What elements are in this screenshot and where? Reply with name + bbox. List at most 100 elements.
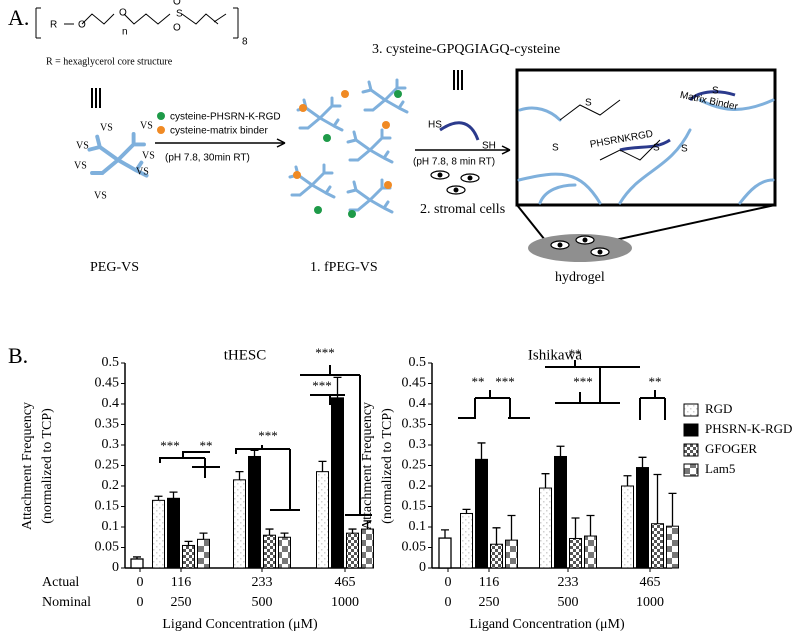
y-axis-label: (normalized to TCP)	[40, 408, 55, 524]
inset-label: S	[552, 143, 559, 154]
significance-bracket	[639, 390, 666, 420]
error-bar	[477, 442, 486, 460]
error-bar	[154, 495, 163, 501]
inset-label: S	[712, 86, 719, 97]
error-bar	[199, 532, 208, 540]
panel-b: tHESC Attachment Frequency (normalized to …	[20, 345, 792, 632]
vs-label: VS	[94, 190, 107, 201]
bar	[666, 525, 679, 569]
bar	[152, 499, 165, 569]
y-tick-label: 0.1	[409, 519, 427, 534]
legend-dot	[157, 112, 165, 120]
y-tick-label: 0.1	[102, 519, 120, 534]
bar	[584, 535, 597, 569]
vs-label: VS	[136, 166, 149, 177]
error-bar	[318, 460, 327, 472]
significance-label: ***	[315, 345, 335, 360]
y-tick-label: 0.3	[102, 437, 120, 452]
vs-label: VS	[74, 160, 87, 171]
bar	[130, 558, 144, 569]
x-tick-label: 465	[640, 575, 661, 590]
error-bar	[250, 449, 259, 457]
condition: (pH 7.8, 30min RT)	[165, 153, 250, 164]
panel-label: A.	[8, 5, 29, 30]
chart-title: Ishikawa	[528, 347, 582, 363]
atom-label: O	[119, 8, 127, 19]
error-bar	[638, 456, 647, 468]
significance-label: **	[569, 346, 582, 361]
atom-label: R	[50, 20, 57, 31]
bar	[490, 543, 503, 569]
x-tick-label: 1000	[636, 595, 664, 610]
bar	[233, 479, 246, 569]
y-tick-label: 0.4	[102, 396, 120, 411]
error-bar	[492, 527, 501, 545]
significance-bracket	[300, 365, 372, 516]
legend-label: GFOGER	[705, 441, 757, 456]
thiol: HS	[428, 120, 442, 131]
step-label: 3. cysteine-GPQGIAGQ-cysteine	[372, 42, 560, 57]
bar	[248, 455, 261, 569]
y-tick-label: 0.5	[409, 355, 427, 370]
error-bar	[571, 517, 580, 539]
step-label: 2. stromal cells	[420, 202, 505, 217]
y-tick-label: 0	[112, 560, 119, 575]
bar	[651, 523, 664, 569]
y-axis-label: (normalized to TCP)	[380, 408, 395, 524]
x-tick-label: 250	[171, 595, 192, 610]
atom-label: S	[176, 9, 183, 20]
x-axis-label: Ligand Concentration (μM)	[162, 617, 318, 632]
error-bar	[586, 514, 595, 537]
x-tick-label: 0	[137, 595, 144, 610]
y-tick-label: 0	[419, 560, 426, 575]
legend-swatch	[683, 403, 699, 417]
bar	[569, 537, 582, 569]
error-bar	[541, 473, 550, 489]
bar	[346, 532, 359, 569]
significance-label: ***	[160, 438, 180, 453]
error-bar	[184, 540, 193, 546]
y-tick-label: 0.25	[402, 458, 427, 473]
error-bar	[441, 529, 449, 539]
y-tick-label: 0.2	[409, 478, 427, 493]
significance-bracket	[545, 360, 640, 404]
y-tick-label: 0.15	[402, 499, 427, 514]
vs-label: VS	[140, 120, 153, 131]
x-tick-label: 233	[558, 575, 579, 590]
y-tick-label: 0.45	[402, 376, 427, 391]
reagent: cysteine-matrix binder	[170, 126, 268, 137]
row-label: Nominal	[42, 595, 91, 610]
vs-label: VS	[100, 122, 113, 133]
significance-label: **	[649, 374, 662, 389]
x-tick-label: 116	[171, 575, 191, 590]
y-tick-label: 0.25	[95, 458, 120, 473]
y-tick-label: 0.35	[402, 417, 427, 432]
x-tick-label: 250	[479, 595, 500, 610]
significance-label: ***	[258, 428, 278, 443]
thiol: SH	[482, 141, 496, 152]
y-axis-label: Attachment Frequency	[20, 402, 35, 530]
y-tick-label: 0.35	[95, 417, 120, 432]
species-label: PEG-VS	[90, 260, 139, 275]
bar	[182, 544, 195, 569]
significance-label: ***	[573, 374, 593, 389]
row-label: Actual	[42, 575, 79, 590]
y-tick-label: 0.05	[95, 540, 120, 555]
bar	[361, 528, 374, 569]
error-bar	[348, 528, 357, 534]
error-bar	[462, 508, 471, 514]
legend-swatch	[683, 423, 699, 437]
error-bar	[265, 528, 274, 536]
legend-label: Lam5	[705, 461, 735, 476]
error-bar	[556, 445, 565, 457]
condition: (pH 7.8, 8 min RT)	[413, 157, 495, 168]
significance-label: ***	[312, 378, 332, 393]
bar	[554, 455, 567, 569]
y-tick-label: 0.15	[95, 499, 120, 514]
x-tick-label: 233	[252, 575, 273, 590]
error-bar	[235, 471, 244, 480]
inset-label: S	[681, 144, 688, 155]
y-tick-label: 0.05	[402, 540, 427, 555]
legend-label: PHSRN-K-RGD	[705, 421, 792, 436]
chart-title: tHESC	[224, 347, 267, 363]
